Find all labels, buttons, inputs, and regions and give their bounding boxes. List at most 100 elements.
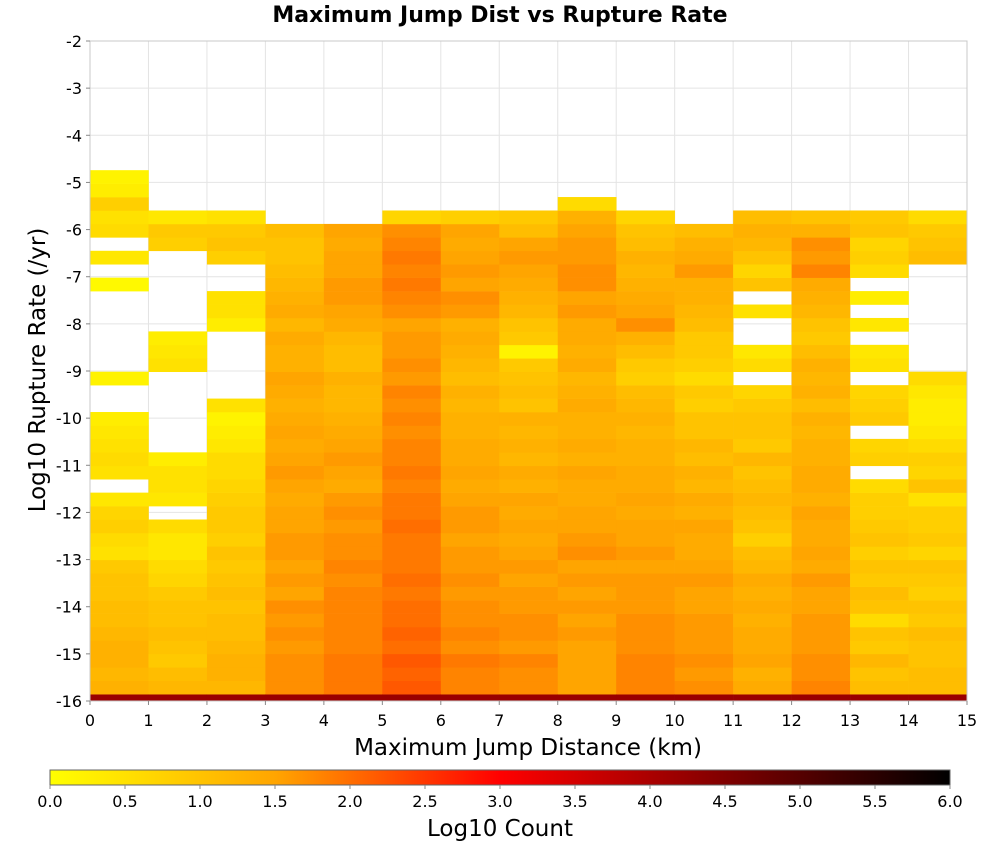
colorbar-ticks: 0.0 0.5 1.0 1.5 2.0 2.5 3.0 3.5 4.0 4.5 5.0 5.5 6.0	[37, 785, 963, 811]
heatmap-cell	[206, 626, 266, 641]
heatmap-cell	[499, 237, 559, 252]
x-tick-label: 13	[840, 711, 860, 730]
heatmap-cell	[206, 304, 266, 319]
heatmap-cell	[791, 237, 851, 252]
heatmap-cell	[323, 680, 383, 695]
heatmap-cell	[323, 385, 383, 399]
heatmap-cell	[90, 694, 149, 702]
heatmap-cell	[616, 331, 675, 346]
heatmap-cell	[616, 653, 675, 668]
heatmap-cell	[557, 317, 617, 332]
heatmap-cell	[382, 264, 442, 278]
heatmap-cell	[148, 492, 208, 507]
heatmap-cell	[206, 438, 266, 453]
heatmap-cell	[733, 344, 792, 359]
heatmap-cell	[382, 479, 442, 493]
heatmap-cell	[206, 573, 266, 587]
heatmap-cell	[206, 680, 266, 695]
heatmap-cell	[733, 694, 792, 702]
heatmap-cell	[557, 532, 617, 547]
heatmap-cell	[850, 385, 909, 399]
heatmap-cell	[499, 559, 559, 574]
heatmap-cell	[323, 532, 383, 547]
heatmap-cell	[791, 438, 851, 453]
heatmap-cell	[791, 667, 851, 682]
heatmap-cell	[557, 465, 617, 480]
heatmap-cell	[674, 398, 734, 413]
heatmap-cell	[382, 506, 442, 520]
heatmap-cell	[382, 492, 442, 507]
heatmap-cell	[674, 559, 734, 574]
heatmap-cell	[557, 600, 617, 614]
heatmap-cell	[616, 546, 675, 561]
heatmap-cell	[674, 532, 734, 547]
heatmap-cell	[382, 438, 442, 453]
heatmap-cell	[791, 412, 851, 426]
heatmap-cell	[499, 210, 559, 225]
heatmap-cell	[265, 438, 325, 453]
colorbar-label: Log10 Count	[427, 816, 573, 842]
heatmap-cell	[616, 371, 675, 386]
heatmap-cell	[499, 532, 559, 547]
heatmap-cell	[616, 398, 675, 413]
heatmap-cell	[674, 626, 734, 641]
heatmap-cell	[323, 600, 383, 614]
heatmap-cell	[382, 600, 442, 614]
heatmap-cell	[206, 506, 266, 520]
colorbar-tick-label: 2.5	[412, 792, 437, 811]
heatmap-cell	[674, 546, 734, 561]
heatmap-cell	[440, 452, 500, 467]
heatmap-cell	[791, 331, 851, 346]
heatmap-cell	[148, 680, 208, 695]
heatmap-cell	[90, 667, 149, 682]
heatmap-cell	[265, 291, 325, 305]
heatmap-cell	[440, 317, 500, 332]
heatmap-cell	[323, 317, 383, 332]
heatmap-cell	[382, 210, 442, 225]
heatmap-cell	[733, 277, 792, 292]
heatmap-cell	[382, 559, 442, 574]
heatmap-cell	[850, 519, 909, 534]
heatmap-cell	[791, 250, 851, 265]
heatmap-cell	[90, 371, 149, 386]
colorbar-tick-label: 6.0	[937, 792, 962, 811]
heatmap-cell	[557, 331, 617, 346]
heatmap-cell	[440, 412, 500, 426]
heatmap-cell	[557, 197, 617, 211]
heatmap-cell	[265, 600, 325, 614]
heatmap-cell	[557, 626, 617, 641]
heatmap-cell	[674, 250, 734, 265]
heatmap-cell	[382, 277, 442, 292]
heatmap-cell	[499, 250, 559, 265]
heatmap-cell	[557, 452, 617, 467]
colorbar-tick-label: 0.0	[37, 792, 62, 811]
heatmap-cell	[908, 559, 968, 574]
heatmap-cell	[908, 519, 968, 534]
x-tick-label: 7	[494, 711, 504, 730]
heatmap-cell	[265, 264, 325, 278]
heatmap-cell	[499, 223, 559, 238]
heatmap-cell	[265, 344, 325, 359]
heatmap-cell	[206, 425, 266, 440]
heatmap-cell	[733, 210, 792, 225]
heatmap-cell	[499, 492, 559, 507]
heatmap-cell	[323, 264, 383, 278]
heatmap-cell	[265, 371, 325, 386]
heatmap-cell	[616, 250, 675, 265]
colorbar-tick-label: 2.0	[337, 792, 362, 811]
heatmap-cell	[791, 506, 851, 520]
heatmap-cell	[499, 465, 559, 480]
heatmap-cells	[90, 170, 968, 702]
colorbar-tick-label: 0.5	[112, 792, 137, 811]
heatmap-cell	[557, 546, 617, 561]
heatmap-cell	[499, 331, 559, 346]
heatmap-cell	[440, 600, 500, 614]
heatmap-cell	[616, 317, 675, 332]
heatmap-cell	[850, 694, 909, 702]
heatmap-cell	[382, 586, 442, 601]
heatmap-cell	[499, 586, 559, 601]
heatmap-cell	[674, 425, 734, 440]
heatmap-cell	[323, 546, 383, 561]
heatmap-cell	[674, 506, 734, 520]
heatmap-cell	[382, 371, 442, 386]
